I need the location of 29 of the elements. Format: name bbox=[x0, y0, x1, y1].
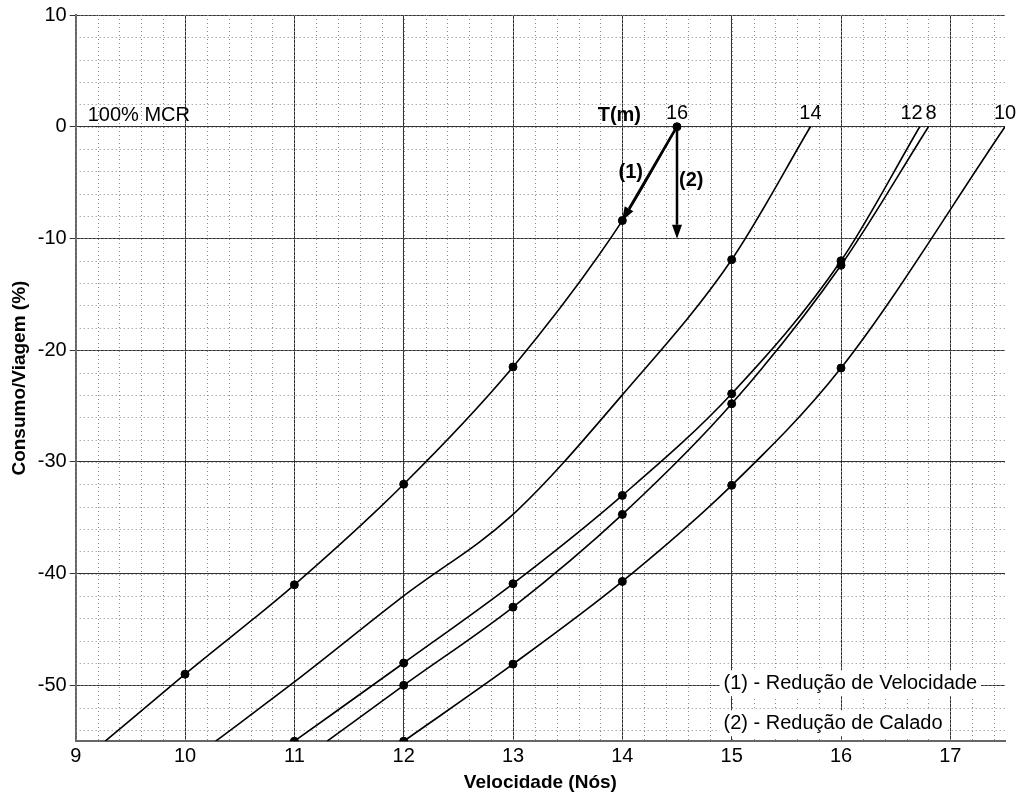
x-tick-label: 14 bbox=[611, 743, 634, 766]
annotation: 100% MCR bbox=[87, 103, 190, 126]
series-label: 14 bbox=[799, 101, 822, 124]
series-label: 8 bbox=[925, 101, 937, 124]
x-tick-label: 12 bbox=[392, 743, 415, 766]
x-tick-label: 13 bbox=[501, 743, 525, 766]
series-label: 10 bbox=[993, 101, 1017, 124]
y-tick-label: 0 bbox=[55, 114, 67, 137]
series-label: 16 bbox=[665, 101, 689, 124]
x-tick-label: 16 bbox=[829, 743, 853, 766]
annotation: (1) - Redução de Velocidade bbox=[723, 670, 977, 693]
y-axis-title: Consumo/Viagem (%) bbox=[7, 280, 29, 476]
x-tick-label: 17 bbox=[939, 743, 962, 766]
y-tick-label: -40 bbox=[37, 561, 67, 584]
x-tick-label: 11 bbox=[283, 743, 305, 766]
y-tick-label: -20 bbox=[37, 337, 67, 360]
annotation: (2) - Redução de Calado bbox=[723, 710, 943, 733]
y-tick-label: -10 bbox=[37, 225, 67, 248]
annotation: (2) bbox=[679, 168, 704, 191]
annotation: T(m) bbox=[597, 103, 642, 126]
y-tick-label: 10 bbox=[44, 2, 67, 25]
series-label: 12 bbox=[900, 101, 923, 124]
annotation: (1) bbox=[618, 160, 644, 183]
y-tick-label: -30 bbox=[37, 449, 67, 472]
x-tick-label: 9 bbox=[70, 743, 82, 766]
x-axis-title: Velocidade (Nós) bbox=[463, 770, 617, 792]
y-tick-label: -50 bbox=[37, 672, 67, 695]
x-tick-label: 10 bbox=[173, 743, 197, 766]
x-tick-label: 15 bbox=[720, 743, 743, 766]
